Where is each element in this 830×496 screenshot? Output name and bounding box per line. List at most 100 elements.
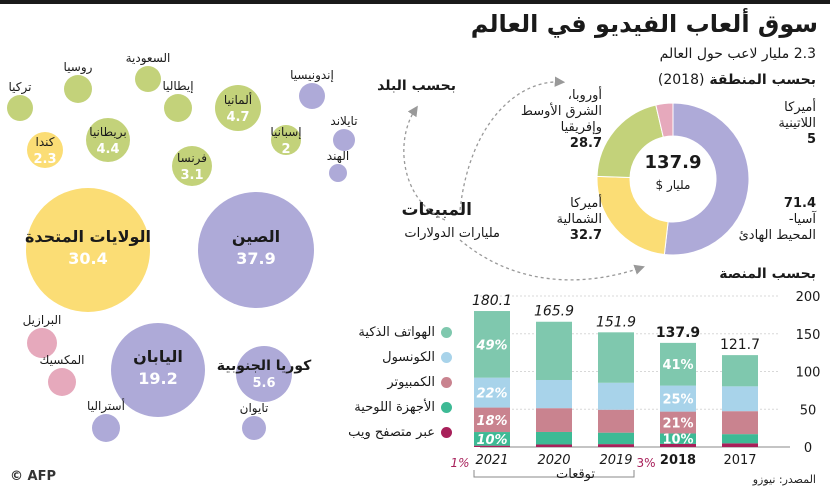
bubble-name: الصين — [232, 227, 280, 246]
bubble-country: البرازيل — [23, 313, 61, 358]
share-label: 10% — [662, 433, 693, 448]
bubble-value: 3.1 — [180, 168, 203, 183]
x-tick-label: 2017 — [723, 453, 756, 468]
legend-pc: الكمبيوتر — [387, 375, 452, 390]
platform-bars: 050100150200121.7201710%21%25%41%137.920… — [450, 290, 821, 478]
bubble-name: إيطاليا — [162, 79, 193, 93]
bar-segment — [660, 433, 696, 444]
legend-smartphones: الهواتف الذكية — [358, 325, 452, 340]
bar-segment — [598, 409, 634, 433]
bubble-circle — [135, 66, 161, 92]
web-share-label: 3% — [636, 456, 655, 470]
bubble-value: 5.6 — [252, 376, 275, 391]
bar-total-label: 121.7 — [720, 337, 760, 353]
bar-total-label: 180.1 — [472, 293, 512, 309]
legend-swatch — [441, 377, 452, 388]
asia-value: 71.4 — [783, 196, 816, 211]
page-title: سوق ألعاب الفيديو في العالم — [470, 10, 818, 38]
bar-segment — [536, 408, 572, 432]
bubble-name: كندا — [36, 135, 55, 149]
bubble-circle — [7, 95, 33, 121]
y-tick-label: 50 — [800, 403, 817, 418]
y-tick-label: 100 — [796, 366, 821, 381]
bubble-value: 4.7 — [226, 110, 249, 125]
legend-label: الكمبيوتر — [387, 375, 435, 390]
bubble-name: تايلاند — [330, 114, 357, 128]
bar-segment — [474, 311, 510, 378]
asia-line1: آسيا- — [788, 212, 816, 227]
share-label: 41% — [662, 358, 693, 373]
bubble-circle — [111, 323, 205, 417]
legend-label: الأجهزة اللوحية — [354, 400, 435, 415]
bubble-country: ألمانيا 4.7 — [215, 85, 261, 131]
bubble-name: الولايات المتحدة — [25, 227, 151, 246]
bubble-country: تايوان — [240, 401, 269, 440]
latam-line1: أميركا — [784, 100, 816, 115]
na-value: 32.7 — [569, 228, 602, 243]
bar-segment — [474, 432, 510, 446]
by-region-title: بحسب المنطقة — [709, 72, 816, 88]
forecast-label: توقعات — [556, 467, 596, 482]
bubble-value: 2.3 — [33, 152, 56, 167]
by-country-label: بحسب البلد — [377, 78, 456, 94]
legend-tablets: الأجهزة اللوحية — [354, 400, 452, 415]
emea-label: أوروبا، الشرق الأوسط وإفريقيا 28.7 — [521, 88, 602, 152]
bubble-circle — [27, 328, 57, 358]
emea-line3: وإفريقيا — [560, 120, 602, 135]
bubble-name: تايوان — [240, 401, 269, 416]
latam-line2: اللاتينية — [778, 116, 816, 131]
bar-segment — [536, 379, 572, 409]
donut-total-value: 137.9 — [644, 152, 702, 173]
region-donut — [596, 102, 750, 256]
share-label: 49% — [475, 338, 507, 353]
bubble-circle — [215, 85, 261, 131]
bar-segment — [598, 432, 634, 445]
bubble-country: بريطانيا 4.4 — [86, 118, 130, 162]
pie-slice — [655, 102, 674, 138]
bubble-name: بريطانيا — [89, 125, 126, 140]
legend-label: الهواتف الذكية — [358, 325, 435, 340]
bar-segment — [536, 321, 572, 380]
bar-total-label: 137.9 — [656, 325, 700, 341]
top-rule — [0, 0, 830, 4]
web-share-label: 1% — [450, 456, 469, 470]
bubble-country: الولايات المتحدة 30.4 — [25, 188, 151, 312]
source-note: المصدر: نيوزو — [752, 473, 816, 486]
afp-credit: © AFP — [10, 469, 56, 484]
bubble-country: السعودية — [126, 51, 171, 92]
bubble-country: إندونيسيا — [290, 68, 334, 109]
legend-label: عبر متصفح ويب — [348, 425, 435, 440]
bubble-name: السعودية — [126, 51, 171, 66]
bar-segment — [660, 342, 696, 386]
bubble-country: فرنسا 3.1 — [172, 146, 212, 186]
by-platform-label: بحسب المنصة — [719, 266, 816, 282]
legend-web: عبر متصفح ويب — [348, 425, 452, 440]
bubble-country: اليابان 19.2 — [111, 323, 205, 417]
bubble-name: الهند — [327, 149, 349, 163]
bubble-country: كندا 2.3 — [27, 132, 63, 168]
y-tick-label: 0 — [804, 441, 812, 456]
bubble-value: 37.9 — [236, 249, 275, 268]
bubble-value: 4.4 — [96, 142, 119, 157]
x-tick-label: 2020 — [537, 453, 570, 468]
bar-segment — [598, 332, 634, 383]
bubble-name: إندونيسيا — [290, 68, 334, 83]
bar-segment — [722, 411, 758, 435]
bubble-country: روسيا — [64, 60, 93, 103]
bubble-country: الصين 37.9 — [198, 192, 314, 308]
emea-line1: أوروبا، — [567, 88, 602, 103]
share-label: 25% — [662, 393, 693, 408]
bubble-circle — [48, 368, 76, 396]
bubble-country: إسبانيا 2 — [270, 125, 302, 157]
bar-segment — [536, 444, 572, 447]
latam-label: أميركا اللاتينية 5 — [778, 100, 816, 148]
bubble-circle — [333, 129, 355, 151]
bar-segment — [474, 407, 510, 433]
bar-segment — [722, 443, 758, 447]
bubble-country: الهند — [327, 149, 349, 182]
bar-segment — [536, 431, 572, 445]
bubble-circle — [329, 164, 347, 182]
bar-segment — [660, 385, 696, 412]
asia-line2: المحيط الهادئ — [738, 228, 816, 243]
